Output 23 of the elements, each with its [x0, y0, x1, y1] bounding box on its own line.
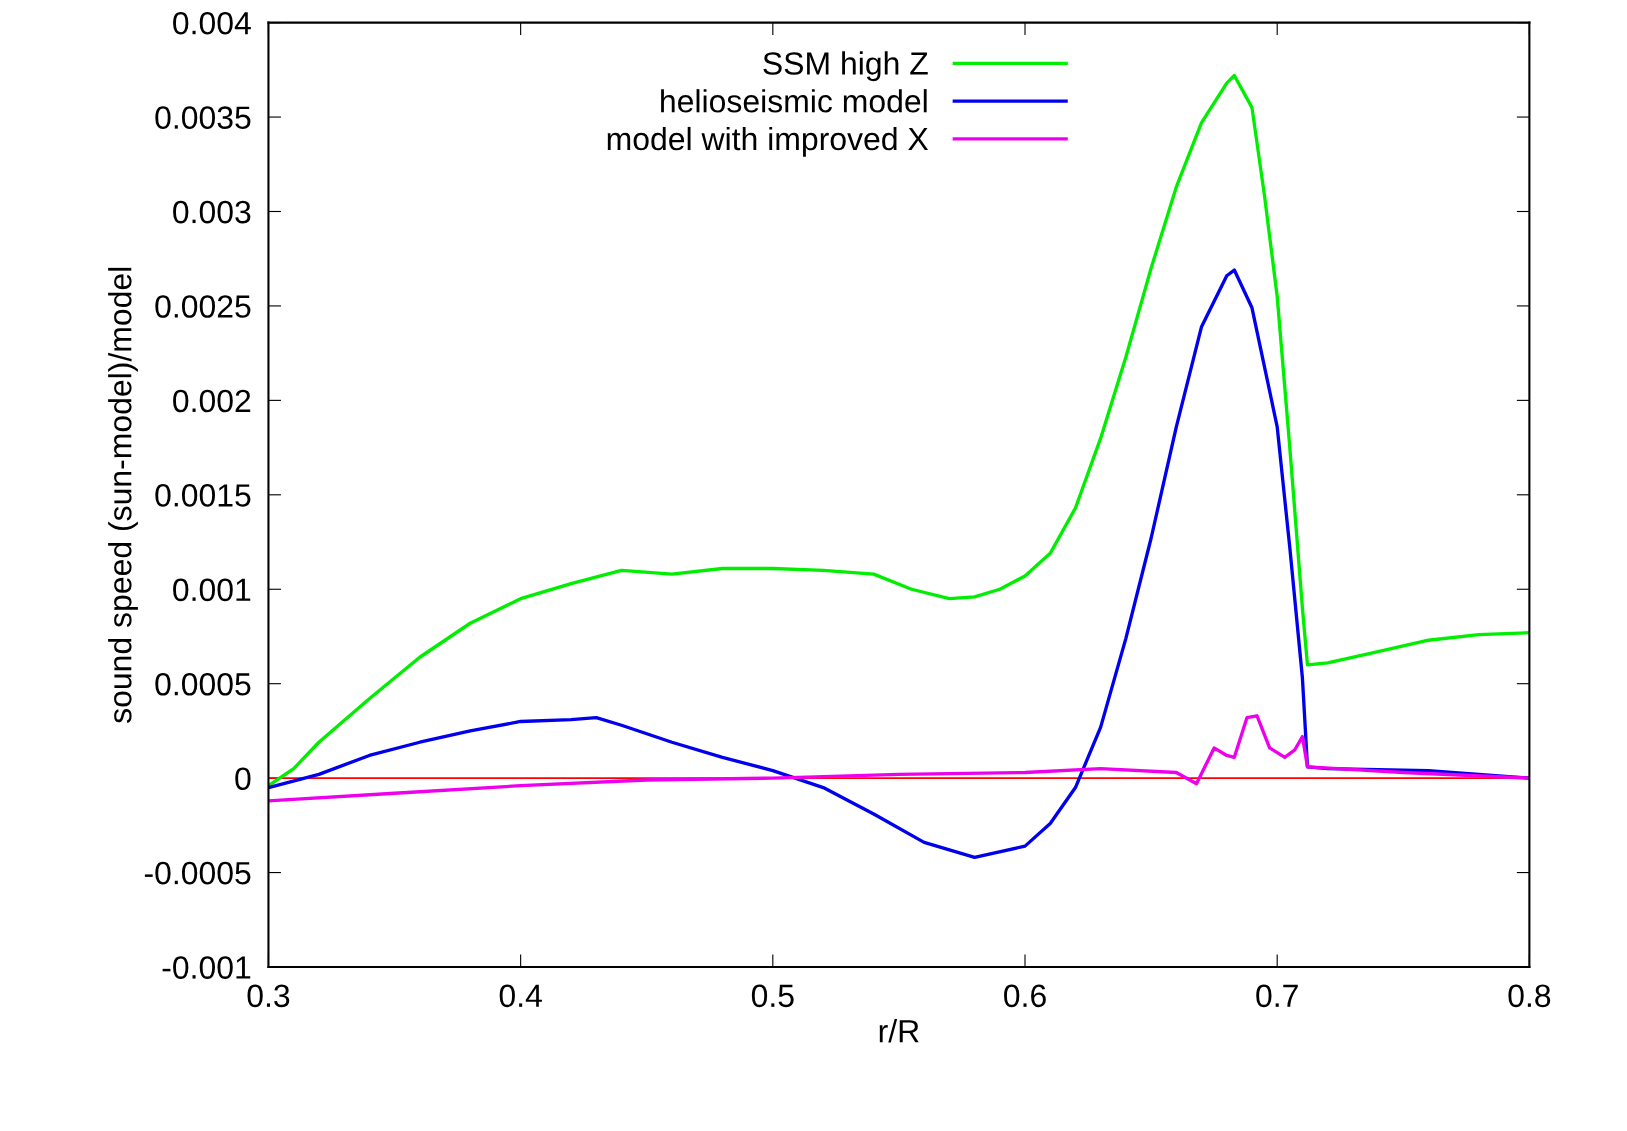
legend-label: SSM high Z: [763, 51, 928, 82]
y-axis-title: sound speed (sun-model)/model: [108, 267, 138, 723]
y-tick-label: 0.001: [173, 578, 251, 602]
y-tick-label: 0.0015: [155, 484, 251, 507]
legend-label: helioseismic model: [661, 89, 927, 113]
y-tick-label: -0.0005: [144, 861, 251, 885]
y-tick-label: 0.0005: [155, 672, 251, 696]
x-tick-label: 0.8: [1508, 984, 1551, 1008]
x-axis-title: r/R: [879, 1019, 919, 1043]
x-tick-label: 0.6: [1004, 984, 1046, 1008]
legend-label: model with improved X: [607, 126, 929, 157]
y-tick-label: 0.003: [173, 200, 251, 224]
x-tick-label: 0.3: [247, 984, 290, 1008]
y-tick-label: 0.0035: [155, 106, 251, 129]
y-tick-label: -0.001: [162, 956, 251, 979]
x-tick-label: 0.4: [499, 984, 542, 1008]
x-tick-label: 0.5: [751, 984, 794, 1008]
y-tick-label: 0.0025: [155, 295, 251, 318]
y-tick-label: 0: [235, 767, 251, 791]
x-tick-label: 0.7: [1256, 984, 1298, 1008]
y-tick-label: 0.004: [173, 11, 251, 35]
line-series: [268, 714, 1530, 803]
y-tick-label: 0.002: [173, 389, 251, 413]
